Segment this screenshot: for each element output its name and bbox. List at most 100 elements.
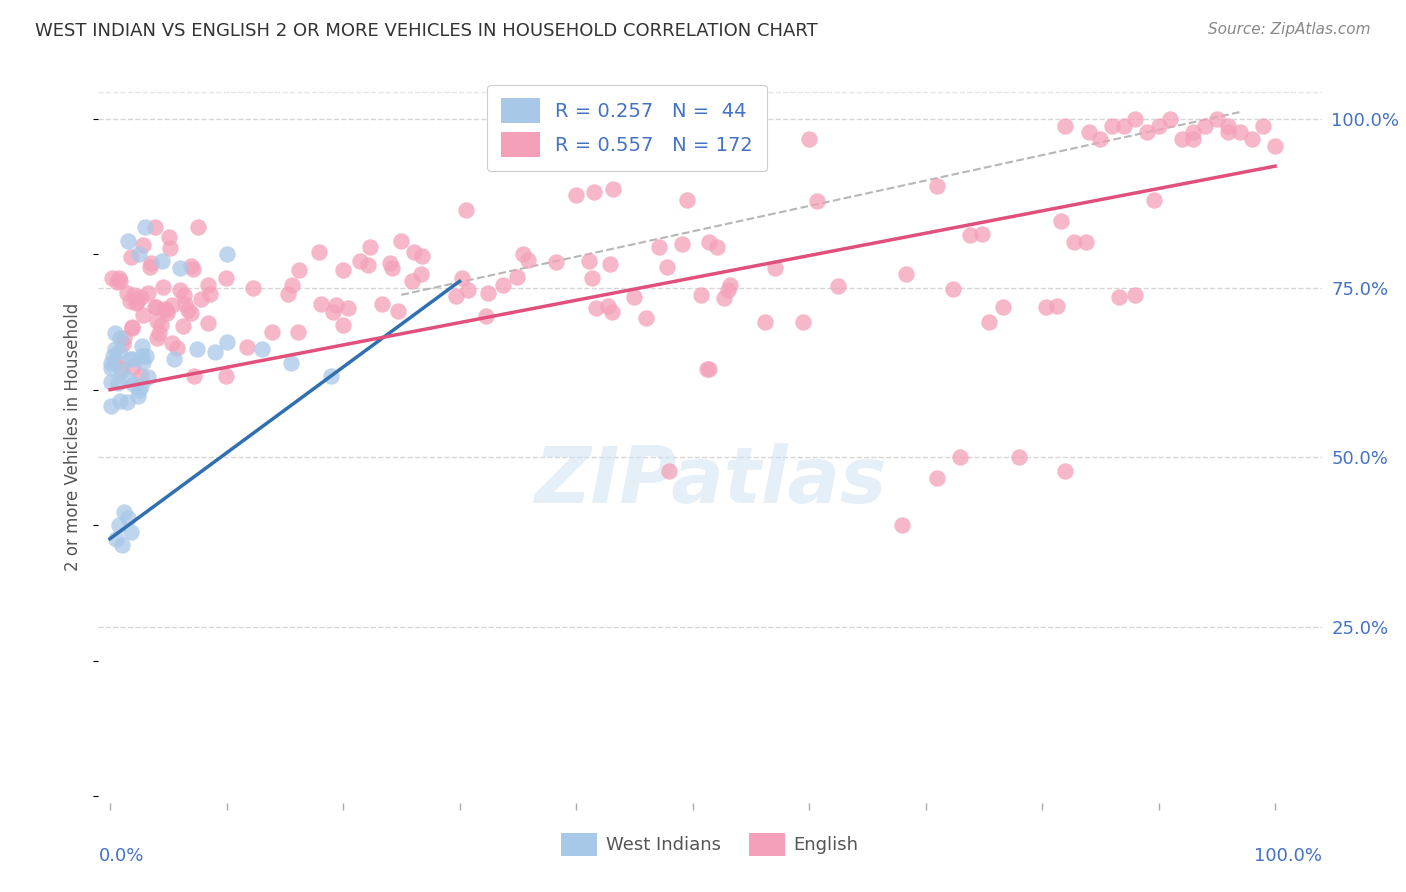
Point [891,518,914,533]
Point [357,258,380,272]
Point [104,353,127,368]
Point [325,298,347,312]
Point [104,326,127,340]
Point [146,331,169,345]
Point [512,247,534,261]
Point [281,278,304,293]
Point [169,260,191,275]
Point [565,188,588,202]
Point [187,220,209,235]
Point [977,315,1000,329]
Point [110,331,132,345]
Point [108,394,131,409]
Point [336,301,359,316]
Point [1090,132,1112,146]
Point [101,349,124,363]
Point [129,379,152,393]
Point [110,364,132,378]
Point [1182,125,1205,139]
Point [104,532,127,546]
Point [1108,290,1130,304]
Point [1253,119,1275,133]
Point [894,267,917,281]
Point [108,343,131,358]
Point [671,236,693,251]
Point [389,234,412,248]
Point [153,302,176,317]
Point [477,285,499,300]
Point [754,315,776,329]
Point [682,119,704,133]
Point [173,297,195,311]
Point [215,247,238,261]
Point [287,325,309,339]
Point [583,186,606,200]
Point [1143,194,1166,208]
Point [115,372,138,386]
Text: 0.0%: 0.0% [98,847,143,864]
Point [675,193,697,207]
Point [401,274,423,288]
Point [250,342,273,356]
Point [1035,300,1057,314]
Point [280,355,302,369]
Point [169,283,191,297]
Point [717,283,740,297]
Point [1101,119,1123,133]
Point [505,269,527,284]
Point [959,227,981,242]
Point [260,326,283,340]
Point [105,276,128,290]
Text: Source: ZipAtlas.com: Source: ZipAtlas.com [1208,22,1371,37]
Point [1264,139,1286,153]
Point [411,249,433,263]
Point [1147,119,1170,133]
Point [1046,299,1069,313]
Point [107,376,129,391]
Point [474,310,496,324]
Point [322,305,344,319]
Point [120,352,142,367]
Point [457,283,479,297]
Point [1123,288,1146,302]
Point [623,290,645,304]
Point [125,295,148,310]
Point [128,384,150,398]
Point [1054,119,1077,133]
Point [127,294,149,309]
Point [198,286,221,301]
Point [1136,125,1159,139]
Point [941,282,963,296]
Point [402,245,425,260]
Point [658,464,681,478]
Point [242,281,264,295]
Point [215,270,238,285]
Point [409,267,432,281]
Point [927,471,949,485]
Point [381,261,404,276]
Point [139,260,162,274]
Point [162,336,184,351]
Point [101,271,124,285]
Point [235,340,257,354]
Point [359,240,381,254]
Point [602,182,624,196]
Point [145,301,167,315]
Text: WEST INDIAN VS ENGLISH 2 OR MORE VEHICLES IN HOUSEHOLD CORRELATION CHART: WEST INDIAN VS ENGLISH 2 OR MORE VEHICLE… [35,22,818,40]
Point [143,300,166,314]
Point [104,342,127,356]
Point [792,315,814,329]
Point [1063,235,1085,249]
Point [131,290,153,304]
Point [1218,119,1240,133]
Point [100,356,122,370]
Point [308,245,330,260]
Point [100,375,122,389]
Point [204,345,226,359]
Point [120,294,142,309]
Point [634,311,657,326]
Point [349,254,371,268]
Point [806,194,828,208]
Point [599,257,621,271]
Point [110,360,132,375]
